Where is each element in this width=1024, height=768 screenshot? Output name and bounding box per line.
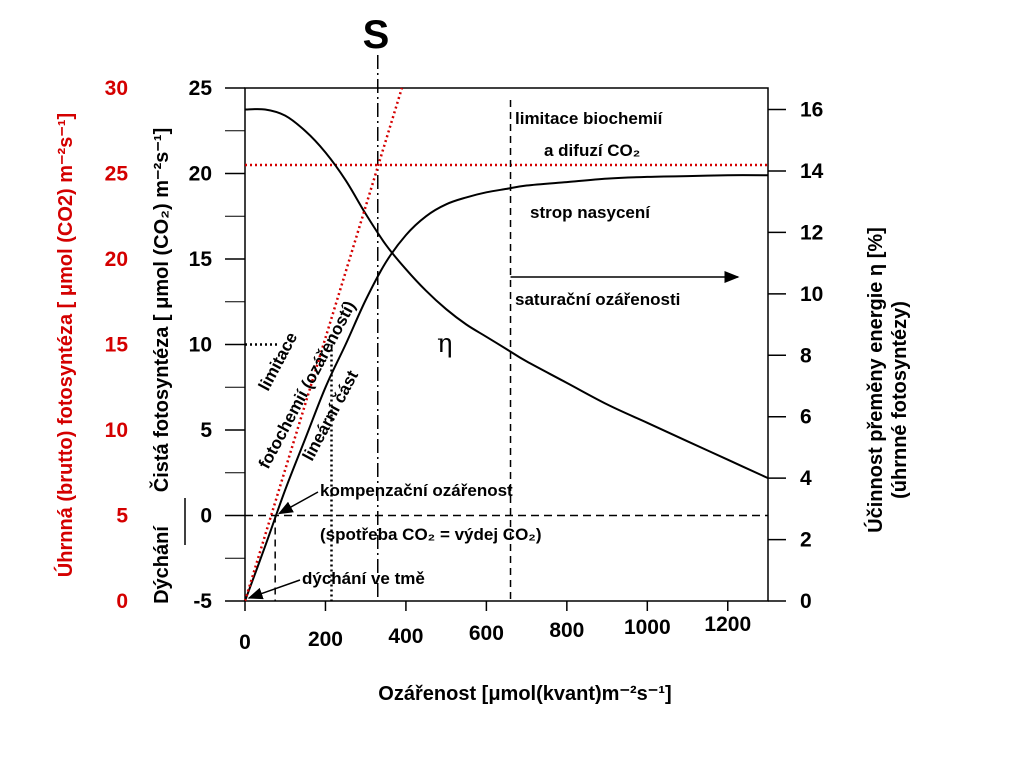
- y-net-tick-label-0: 0: [200, 505, 212, 528]
- y-net-tick-label--5: -5: [193, 590, 212, 613]
- annotation-consumption: (spotřeba CO₂ = výdej CO₂): [320, 525, 542, 544]
- y-eff-tick-label-8: 8: [800, 344, 812, 367]
- y-gross-tick-label-0: 0: [116, 590, 128, 613]
- series-net-photosynthesis: [244, 174, 769, 602]
- y-axis-title-efficiency: Účinnost přeměny energie η [%]: [863, 227, 887, 533]
- annotation-saturation: saturační ozářenosti: [515, 290, 680, 309]
- x-tick-label-0: 0: [239, 631, 251, 654]
- x-tick-label-200: 200: [308, 628, 343, 651]
- y-eff-tick-label-14: 14: [800, 160, 824, 183]
- x-tick-label-1200: 1200: [704, 613, 751, 636]
- y-eff-tick-label-12: 12: [800, 221, 823, 244]
- y-eff-tick-label-16: 16: [800, 99, 823, 122]
- annotation-eta: η: [437, 329, 453, 359]
- y-gross-tick-label-5: 5: [116, 505, 128, 528]
- y-eff-tick-label-10: 10: [800, 283, 823, 306]
- annotation-layer: S limitace biochemií a difuzí CO₂ strop …: [247, 13, 740, 600]
- axis-titles: Ozářenost [μmol(kvant)m⁻²s⁻¹] Úhrnná (br…: [53, 113, 911, 705]
- x-tick-label-600: 600: [469, 622, 504, 645]
- x-tick-label-400: 400: [388, 625, 423, 648]
- x-tick-label-1000: 1000: [624, 616, 671, 639]
- annotation-compensation: kompenzační ozářenost: [320, 481, 513, 500]
- annotation-ceiling: strop nasycení: [530, 203, 651, 222]
- y-net-tick-label-20: 20: [189, 163, 212, 186]
- marker-label-s: S: [363, 13, 390, 57]
- y-eff-tick-label-6: 6: [800, 406, 812, 429]
- annotation-biochem-1: limitace biochemií: [515, 109, 664, 128]
- y-gross-tick-label-10: 10: [105, 419, 128, 442]
- annotation-dark-respiration: dýchání ve tmě: [302, 569, 425, 588]
- y-gross-tick-label-15: 15: [105, 334, 129, 357]
- series-efficiency: [244, 108, 769, 480]
- y-axis-title-gross: Úhrnná (brutto) fotosyntéza [ μmol (CO2)…: [53, 113, 77, 577]
- y-axis-title-net: Čistá fotosyntéza [ μmol (CO₂) m⁻²s⁻¹]: [149, 128, 173, 492]
- y-gross-tick-label-30: 30: [105, 77, 128, 100]
- y-net-tick-label-10: 10: [189, 334, 212, 357]
- annotation-biochem-2: a difuzí CO₂: [544, 141, 640, 160]
- y-gross-tick-label-20: 20: [105, 248, 128, 271]
- y-eff-tick-label-2: 2: [800, 529, 812, 552]
- x-tick-label-800: 800: [549, 619, 584, 642]
- y-net-tick-label-25: 25: [189, 77, 213, 100]
- x-axis-title: Ozářenost [μmol(kvant)m⁻²s⁻¹]: [378, 683, 671, 705]
- dark-respiration-arrow: [247, 579, 301, 600]
- y-eff-tick-label-0: 0: [800, 590, 812, 613]
- y-eff-tick-label-4: 4: [800, 467, 812, 490]
- y-net-tick-label-15: 15: [189, 248, 213, 271]
- y-net-tick-label-5: 5: [200, 419, 212, 442]
- plot-area: [243, 55, 769, 602]
- y-axis-title-efficiency-sub: (úhrnné fotosyntézy): [889, 301, 911, 499]
- y-gross-tick-label-25: 25: [105, 163, 129, 186]
- y-axis-title-respiration: Dýchání: [151, 525, 173, 604]
- compensation-arrow: [277, 491, 319, 515]
- tick-layer: 0 200 400 600 800 1000 1200-505101520250510152…: [105, 77, 824, 654]
- annotation-limit-1: limitace: [255, 329, 301, 394]
